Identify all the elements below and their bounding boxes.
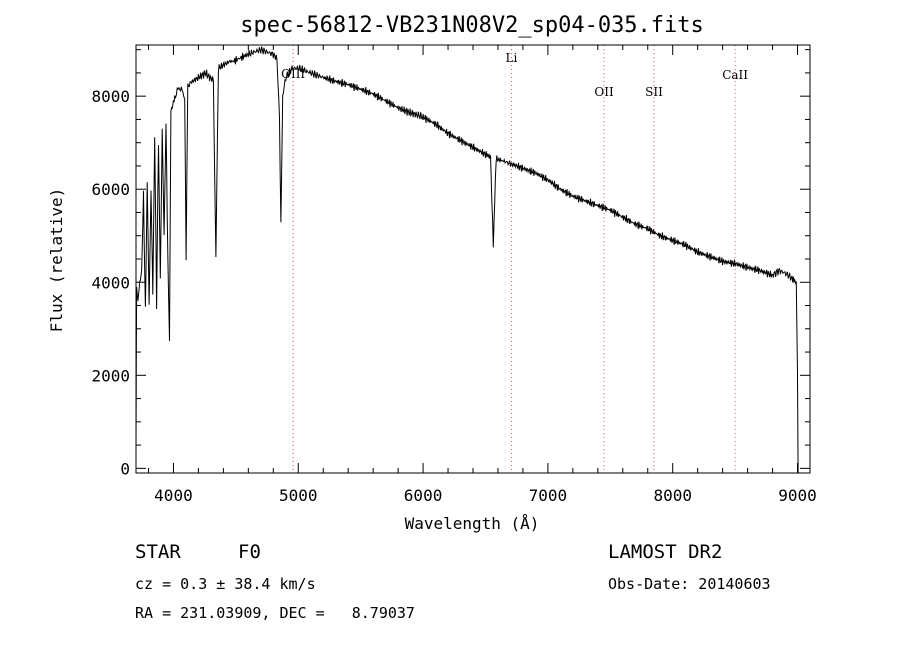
line-label-caii: CaII [722,68,748,82]
x-tick-label: 9000 [778,486,817,505]
y-tick-label: 8000 [91,87,130,106]
survey-name: LAMOST DR2 [608,541,723,563]
spectrum-line [135,46,799,474]
x-tick-label: 8000 [653,486,692,505]
x-tick-label: 6000 [404,486,443,505]
object-subclass: F0 [238,541,261,563]
y-tick-label: 6000 [91,180,130,199]
line-label-sii: SII [645,85,663,99]
y-axis-label: Flux (relative) [47,188,66,333]
y-tick-label: 4000 [91,273,130,292]
line-label-oii: OII [594,85,614,99]
y-axis-ticks: 0 2000 4000 6000 8000 [91,49,810,478]
coordinates: RA = 231.03909, DEC = 8.79037 [135,604,415,622]
x-tick-label: 4000 [154,486,193,505]
x-axis-ticks: 4000 5000 6000 7000 8000 9000 [147,45,817,505]
chart-title: spec-56812-VB231N08V2_sp04-035.fits [240,13,704,38]
y-tick-label: 2000 [91,366,130,385]
x-axis-label: Wavelength (Å) [405,514,540,533]
redshift-info: cz = 0.3 ± 38.4 km/s [135,575,316,593]
plot-frame [135,44,811,474]
object-class: STAR [135,541,181,563]
x-tick-label: 7000 [529,486,568,505]
obs-date: Obs-Date: 20140603 [608,575,771,593]
x-tick-label: 5000 [279,486,318,505]
spectrum-series [135,46,799,474]
y-tick-label: 0 [120,459,130,478]
line-label-li: Li [506,51,518,65]
